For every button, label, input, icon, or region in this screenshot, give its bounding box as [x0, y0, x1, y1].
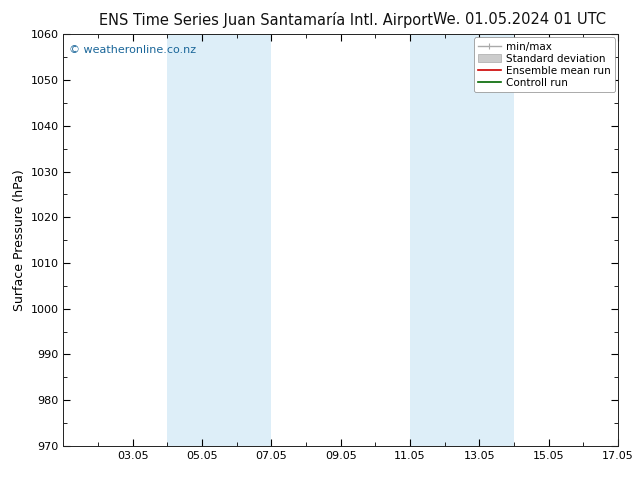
Legend: min/max, Standard deviation, Ensemble mean run, Controll run: min/max, Standard deviation, Ensemble me…	[474, 37, 615, 92]
Bar	[167, 34, 271, 446]
Bar	[410, 34, 514, 446]
Text: ENS Time Series Juan Santamaría Intl. Airport: ENS Time Series Juan Santamaría Intl. Ai…	[100, 12, 433, 28]
Text: We. 01.05.2024 01 UTC: We. 01.05.2024 01 UTC	[434, 12, 606, 27]
Y-axis label: Surface Pressure (hPa): Surface Pressure (hPa)	[13, 169, 26, 311]
Text: © weatheronline.co.nz: © weatheronline.co.nz	[69, 45, 196, 54]
